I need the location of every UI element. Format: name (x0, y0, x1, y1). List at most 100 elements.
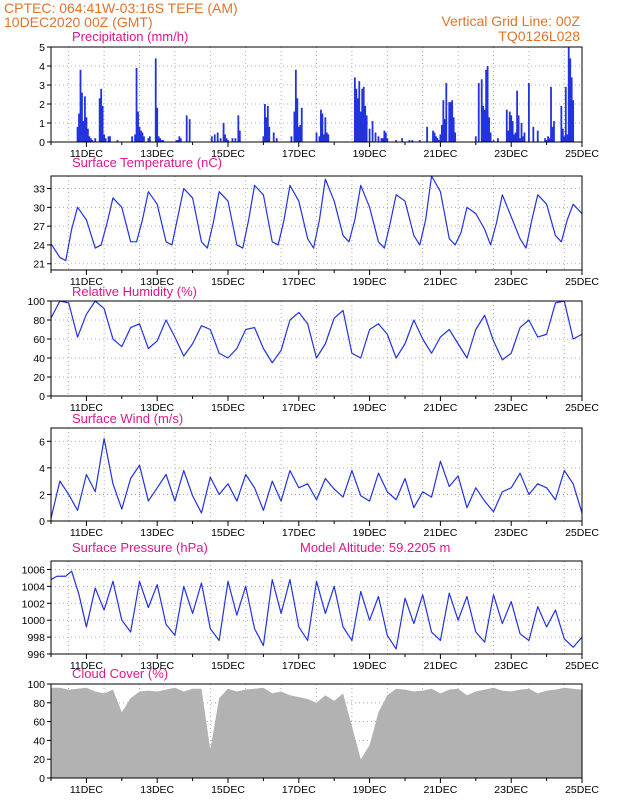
temperature-x-tick-label: 17DEC (282, 276, 316, 288)
wind-panel: Surface Wind (m/s) 0 2 4 6 11DEC 13DEC 15DEC 17D… (39, 411, 599, 539)
pressure-line (50, 570, 583, 650)
wind-title: Surface Wind (m/s) (72, 411, 183, 426)
precip-bar (103, 134, 105, 142)
precip-bar (482, 105, 485, 142)
pressure-y-tick-label: 998 (27, 632, 45, 644)
precip-bar (143, 136, 145, 142)
cloud-cover-x-tick-label: 13DEC (140, 784, 174, 796)
precip-bar (213, 134, 216, 142)
temperature-x-tick-label: 13DEC (140, 276, 174, 288)
temperature-line (50, 175, 583, 262)
precip-bar (224, 134, 226, 142)
cloud-cover-y-tick-label: 0 (39, 773, 45, 785)
precip-bar (522, 136, 524, 142)
precip-bar (532, 126, 535, 142)
precip-bar (569, 58, 572, 142)
precip-bar (324, 117, 327, 142)
precip-bar (318, 136, 321, 142)
precip-bar (572, 100, 575, 142)
humidity-x-tick-label: 15DEC (211, 402, 245, 414)
precipitation-panel: Precipitation (mm/h) 0 1 2 3 4 5 11DEC 13DEC 15DE… (39, 29, 599, 160)
pressure-axes: 996 998 1000 1002 1004 1006 11DEC 13DEC 15DEC 17D… (22, 564, 600, 672)
humidity-x-tick-label: 23DEC (494, 402, 528, 414)
grid-line-note: Vertical Grid Line: 00Z (441, 13, 580, 29)
precip-bar (140, 130, 142, 142)
precip-bar (520, 123, 523, 142)
cloud-cover-area (51, 687, 582, 778)
precip-bar (545, 140, 548, 142)
model-code: TQ0126L028 (498, 28, 580, 44)
wind-series (50, 438, 583, 519)
precip-bar (185, 115, 188, 142)
precip-bar (560, 105, 563, 142)
temperature-x-tick-label: 25DEC (565, 276, 599, 288)
precip-bar (564, 86, 567, 142)
precip-bar (210, 136, 213, 142)
humidity-x-tick-label: 25DEC (565, 402, 599, 414)
precip-bar (225, 138, 228, 142)
precip-bar (516, 90, 518, 142)
wind-grid (51, 428, 582, 522)
temperature-axes: 21 24 27 30 33 11DEC 13DEC 15DEC 17DEC 19DEC 21DEC… (33, 184, 599, 288)
cloud-cover-y-tick-label: 100 (27, 679, 45, 691)
precipitation-grid (51, 46, 582, 143)
precip-bar (365, 115, 368, 142)
temperature-frame (50, 175, 583, 271)
precip-bar (377, 136, 380, 142)
precip-bar (116, 140, 119, 142)
pressure-x-tick-label: 21DEC (423, 660, 457, 672)
wind-x-tick-label: 25DEC (565, 527, 599, 539)
precip-bar (435, 136, 437, 142)
cloud-cover-y-tick-label: 80 (33, 698, 45, 710)
precip-bar (451, 100, 454, 142)
cloud-cover-title: Cloud Cover (%) (72, 666, 168, 681)
temperature-y-tick-label: 30 (33, 202, 45, 214)
precip-bar (386, 138, 389, 142)
wind-x-tick-label: 17DEC (282, 527, 316, 539)
precip-bar (353, 77, 356, 142)
precipitation-x-tick-label: 11DEC (70, 148, 103, 160)
precip-bar (76, 126, 79, 142)
precip-bar (497, 138, 499, 142)
precip-bar (477, 83, 480, 142)
precip-bar (438, 140, 440, 142)
precip-bar (86, 128, 89, 142)
precip-bar (395, 140, 398, 142)
precip-bar (454, 132, 457, 142)
precip-bar (536, 130, 539, 142)
precip-bar (483, 109, 486, 142)
precip-bar (156, 107, 159, 142)
precip-bar (89, 138, 92, 142)
humidity-y-tick-label: 60 (33, 334, 45, 346)
precip-bar (480, 79, 483, 142)
precipitation-y-tick-label: 1 (39, 118, 45, 130)
temperature-x-tick-label: 15DEC (211, 276, 245, 288)
precip-bar (297, 126, 300, 142)
precip-bar (511, 121, 514, 142)
cloud-cover-x-tick-label: 19DEC (353, 784, 387, 796)
pressure-frame (50, 560, 583, 655)
precip-bar (432, 130, 434, 142)
precip-bar (293, 111, 296, 142)
precip-bar (442, 100, 445, 142)
pressure-x-tick-label: 15DEC (211, 660, 245, 672)
precip-bar (263, 104, 266, 142)
precipitation-title: Precipitation (mm/h) (72, 29, 188, 44)
cloud-cover-x-tick-label: 23DEC (494, 784, 528, 796)
pressure-x-tick-label: 23DEC (494, 660, 528, 672)
humidity-y-tick-label: 0 (39, 391, 45, 403)
pressure-x-tick-label: 25DEC (565, 660, 599, 672)
precip-bar (300, 107, 303, 142)
precip-bar (321, 113, 324, 142)
precip-bar (100, 88, 103, 142)
precip-bar (262, 136, 265, 142)
cloud-cover-y-tick-label: 40 (33, 735, 45, 747)
precip-bar (176, 140, 179, 142)
humidity-x-tick-label: 19DEC (353, 402, 387, 414)
precip-bar (222, 123, 225, 142)
precipitation-y-tick-label: 3 (39, 80, 45, 92)
precip-bar (159, 138, 162, 142)
cloud-cover-x-tick-label: 11DEC (70, 784, 103, 796)
humidity-x-tick-label: 21DEC (423, 402, 457, 414)
precip-bar (489, 132, 492, 142)
